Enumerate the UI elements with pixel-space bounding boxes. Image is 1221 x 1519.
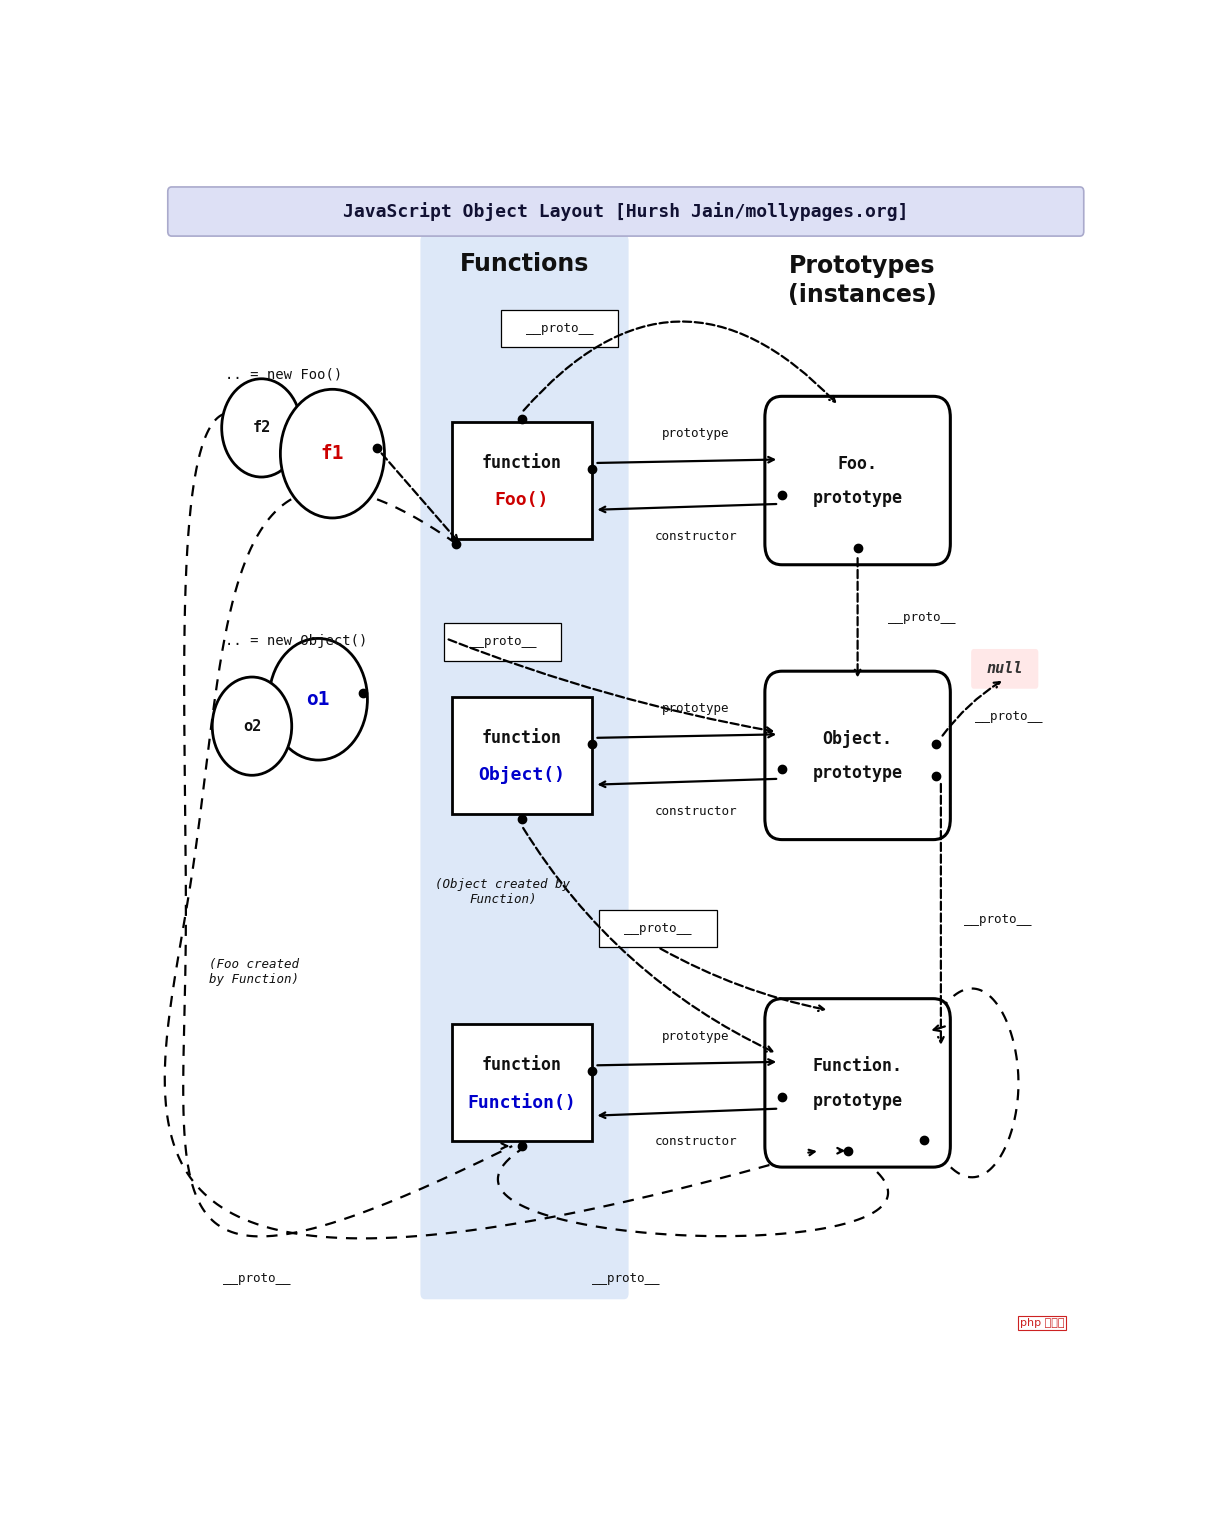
- Text: constructor: constructor: [654, 805, 737, 819]
- FancyBboxPatch shape: [501, 310, 618, 348]
- Text: __proto__: __proto__: [963, 913, 1032, 925]
- Text: prototype: prototype: [662, 427, 729, 441]
- Text: prototype: prototype: [662, 1030, 729, 1042]
- Text: Function(): Function(): [468, 1094, 576, 1112]
- Text: Object(): Object(): [479, 766, 565, 784]
- Circle shape: [212, 677, 292, 775]
- FancyBboxPatch shape: [420, 235, 629, 1299]
- Text: f2: f2: [253, 421, 271, 436]
- Text: (Object created by
Function): (Object created by Function): [435, 878, 570, 907]
- Circle shape: [281, 389, 385, 518]
- Text: Functions: Functions: [460, 252, 590, 276]
- FancyBboxPatch shape: [971, 649, 1038, 688]
- FancyBboxPatch shape: [452, 1024, 592, 1141]
- FancyBboxPatch shape: [600, 910, 717, 948]
- Text: prototype: prototype: [813, 489, 902, 507]
- Text: __proto__: __proto__: [223, 1271, 291, 1285]
- Text: function: function: [481, 729, 562, 747]
- Text: constructor: constructor: [654, 530, 737, 544]
- FancyBboxPatch shape: [452, 422, 592, 539]
- FancyBboxPatch shape: [764, 998, 950, 1167]
- Text: null: null: [987, 661, 1023, 676]
- FancyBboxPatch shape: [452, 697, 592, 814]
- Text: __proto__: __proto__: [469, 635, 536, 649]
- FancyBboxPatch shape: [764, 396, 950, 565]
- Text: .. = new Foo(): .. = new Foo(): [226, 368, 343, 381]
- Text: f1: f1: [321, 444, 344, 463]
- Text: function: function: [481, 454, 562, 472]
- Text: o2: o2: [243, 718, 261, 734]
- Text: php 中文网: php 中文网: [1020, 1317, 1065, 1328]
- FancyBboxPatch shape: [167, 187, 1084, 235]
- Text: __proto__: __proto__: [624, 922, 691, 936]
- Text: prototype: prototype: [813, 764, 902, 782]
- Text: Foo.: Foo.: [838, 456, 878, 472]
- Circle shape: [222, 378, 302, 477]
- FancyBboxPatch shape: [764, 671, 950, 840]
- Text: .. = new Object(): .. = new Object(): [226, 633, 368, 647]
- Text: __proto__: __proto__: [976, 711, 1043, 723]
- Text: Foo(): Foo(): [495, 492, 549, 509]
- Text: Object.: Object.: [823, 731, 893, 747]
- Text: Function.: Function.: [813, 1057, 902, 1075]
- FancyBboxPatch shape: [444, 623, 562, 661]
- Text: JavaScript Object Layout [Hursh Jain/mollypages.org]: JavaScript Object Layout [Hursh Jain/mol…: [343, 202, 908, 220]
- Text: prototype: prototype: [813, 1092, 902, 1109]
- Text: Prototypes
(instances): Prototypes (instances): [788, 254, 937, 307]
- Text: __proto__: __proto__: [888, 612, 956, 624]
- Text: (Foo created
by Function): (Foo created by Function): [210, 958, 299, 986]
- Text: __proto__: __proto__: [592, 1271, 659, 1285]
- Text: constructor: constructor: [654, 1135, 737, 1148]
- Text: function: function: [481, 1056, 562, 1074]
- Text: prototype: prototype: [662, 702, 729, 715]
- Text: __proto__: __proto__: [526, 322, 593, 336]
- Circle shape: [269, 638, 368, 760]
- Text: o1: o1: [306, 690, 330, 709]
